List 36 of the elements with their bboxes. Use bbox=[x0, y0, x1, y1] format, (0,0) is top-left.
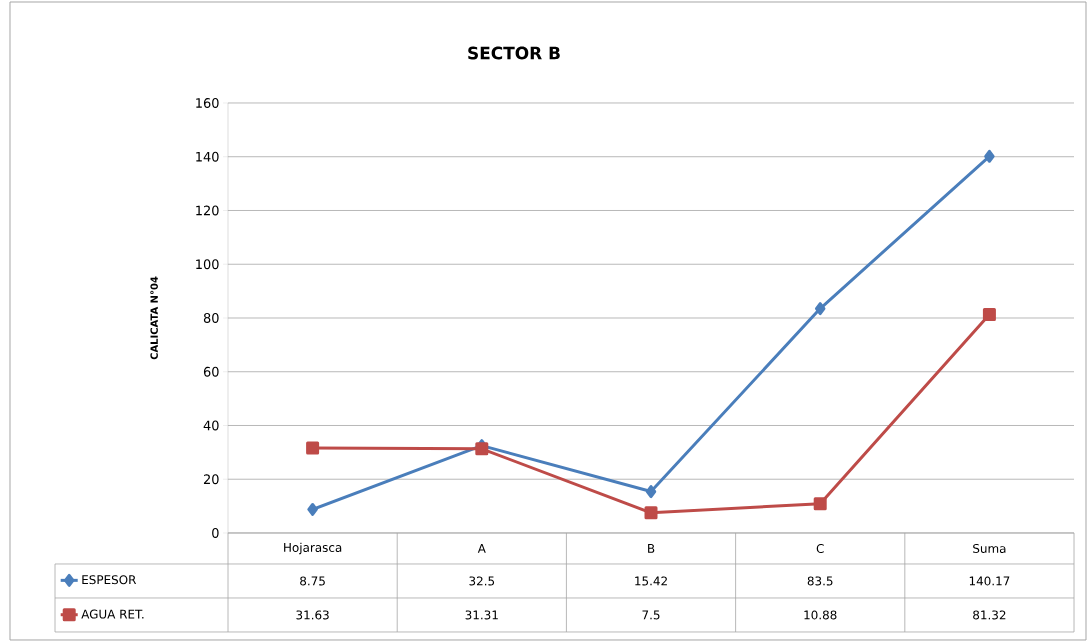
y-tick-label: 0 bbox=[212, 528, 219, 538]
legend-label: AGUA RET. bbox=[81, 609, 144, 619]
x-tick-label: B bbox=[648, 544, 655, 553]
y-tick-label: 60 bbox=[203, 366, 219, 377]
legend-label: ESPESOR bbox=[82, 575, 137, 585]
data-label: 10.88 bbox=[804, 610, 837, 620]
point bbox=[982, 307, 996, 321]
y-axis-title: CALICATA N°04 bbox=[150, 276, 158, 360]
y-tick-label: 100 bbox=[196, 259, 219, 270]
x-tick-label: A bbox=[477, 544, 486, 553]
data-label: 83.5 bbox=[807, 576, 833, 586]
chart-title: SECTOR B bbox=[468, 46, 560, 60]
data-label: 15.42 bbox=[635, 576, 667, 586]
point bbox=[644, 506, 658, 520]
data-label: 31.31 bbox=[465, 610, 498, 620]
point bbox=[306, 441, 320, 455]
data-label: 140.17 bbox=[969, 576, 1010, 586]
data-label: 32.5 bbox=[469, 576, 495, 586]
x-tick-label: C bbox=[816, 543, 824, 554]
y-tick-label: 40 bbox=[203, 420, 219, 431]
x-tick-label: Hojarasca bbox=[284, 542, 342, 555]
point bbox=[645, 485, 657, 499]
y-tick-label: 80 bbox=[203, 313, 219, 323]
point bbox=[984, 149, 995, 163]
point bbox=[814, 302, 826, 316]
y-tick-label: 20 bbox=[203, 474, 219, 485]
data-label: 7.5 bbox=[642, 610, 660, 620]
data-label: 8.75 bbox=[300, 576, 325, 586]
point bbox=[813, 497, 827, 511]
point bbox=[307, 502, 318, 516]
y-tick-label: 160 bbox=[196, 98, 219, 108]
x-tick-label: Suma bbox=[973, 543, 1006, 554]
y-tick-label: 140 bbox=[196, 151, 219, 162]
data-label: 31.63 bbox=[296, 610, 329, 620]
data-label: 81.32 bbox=[973, 610, 1006, 620]
y-tick-label: 120 bbox=[196, 205, 219, 216]
